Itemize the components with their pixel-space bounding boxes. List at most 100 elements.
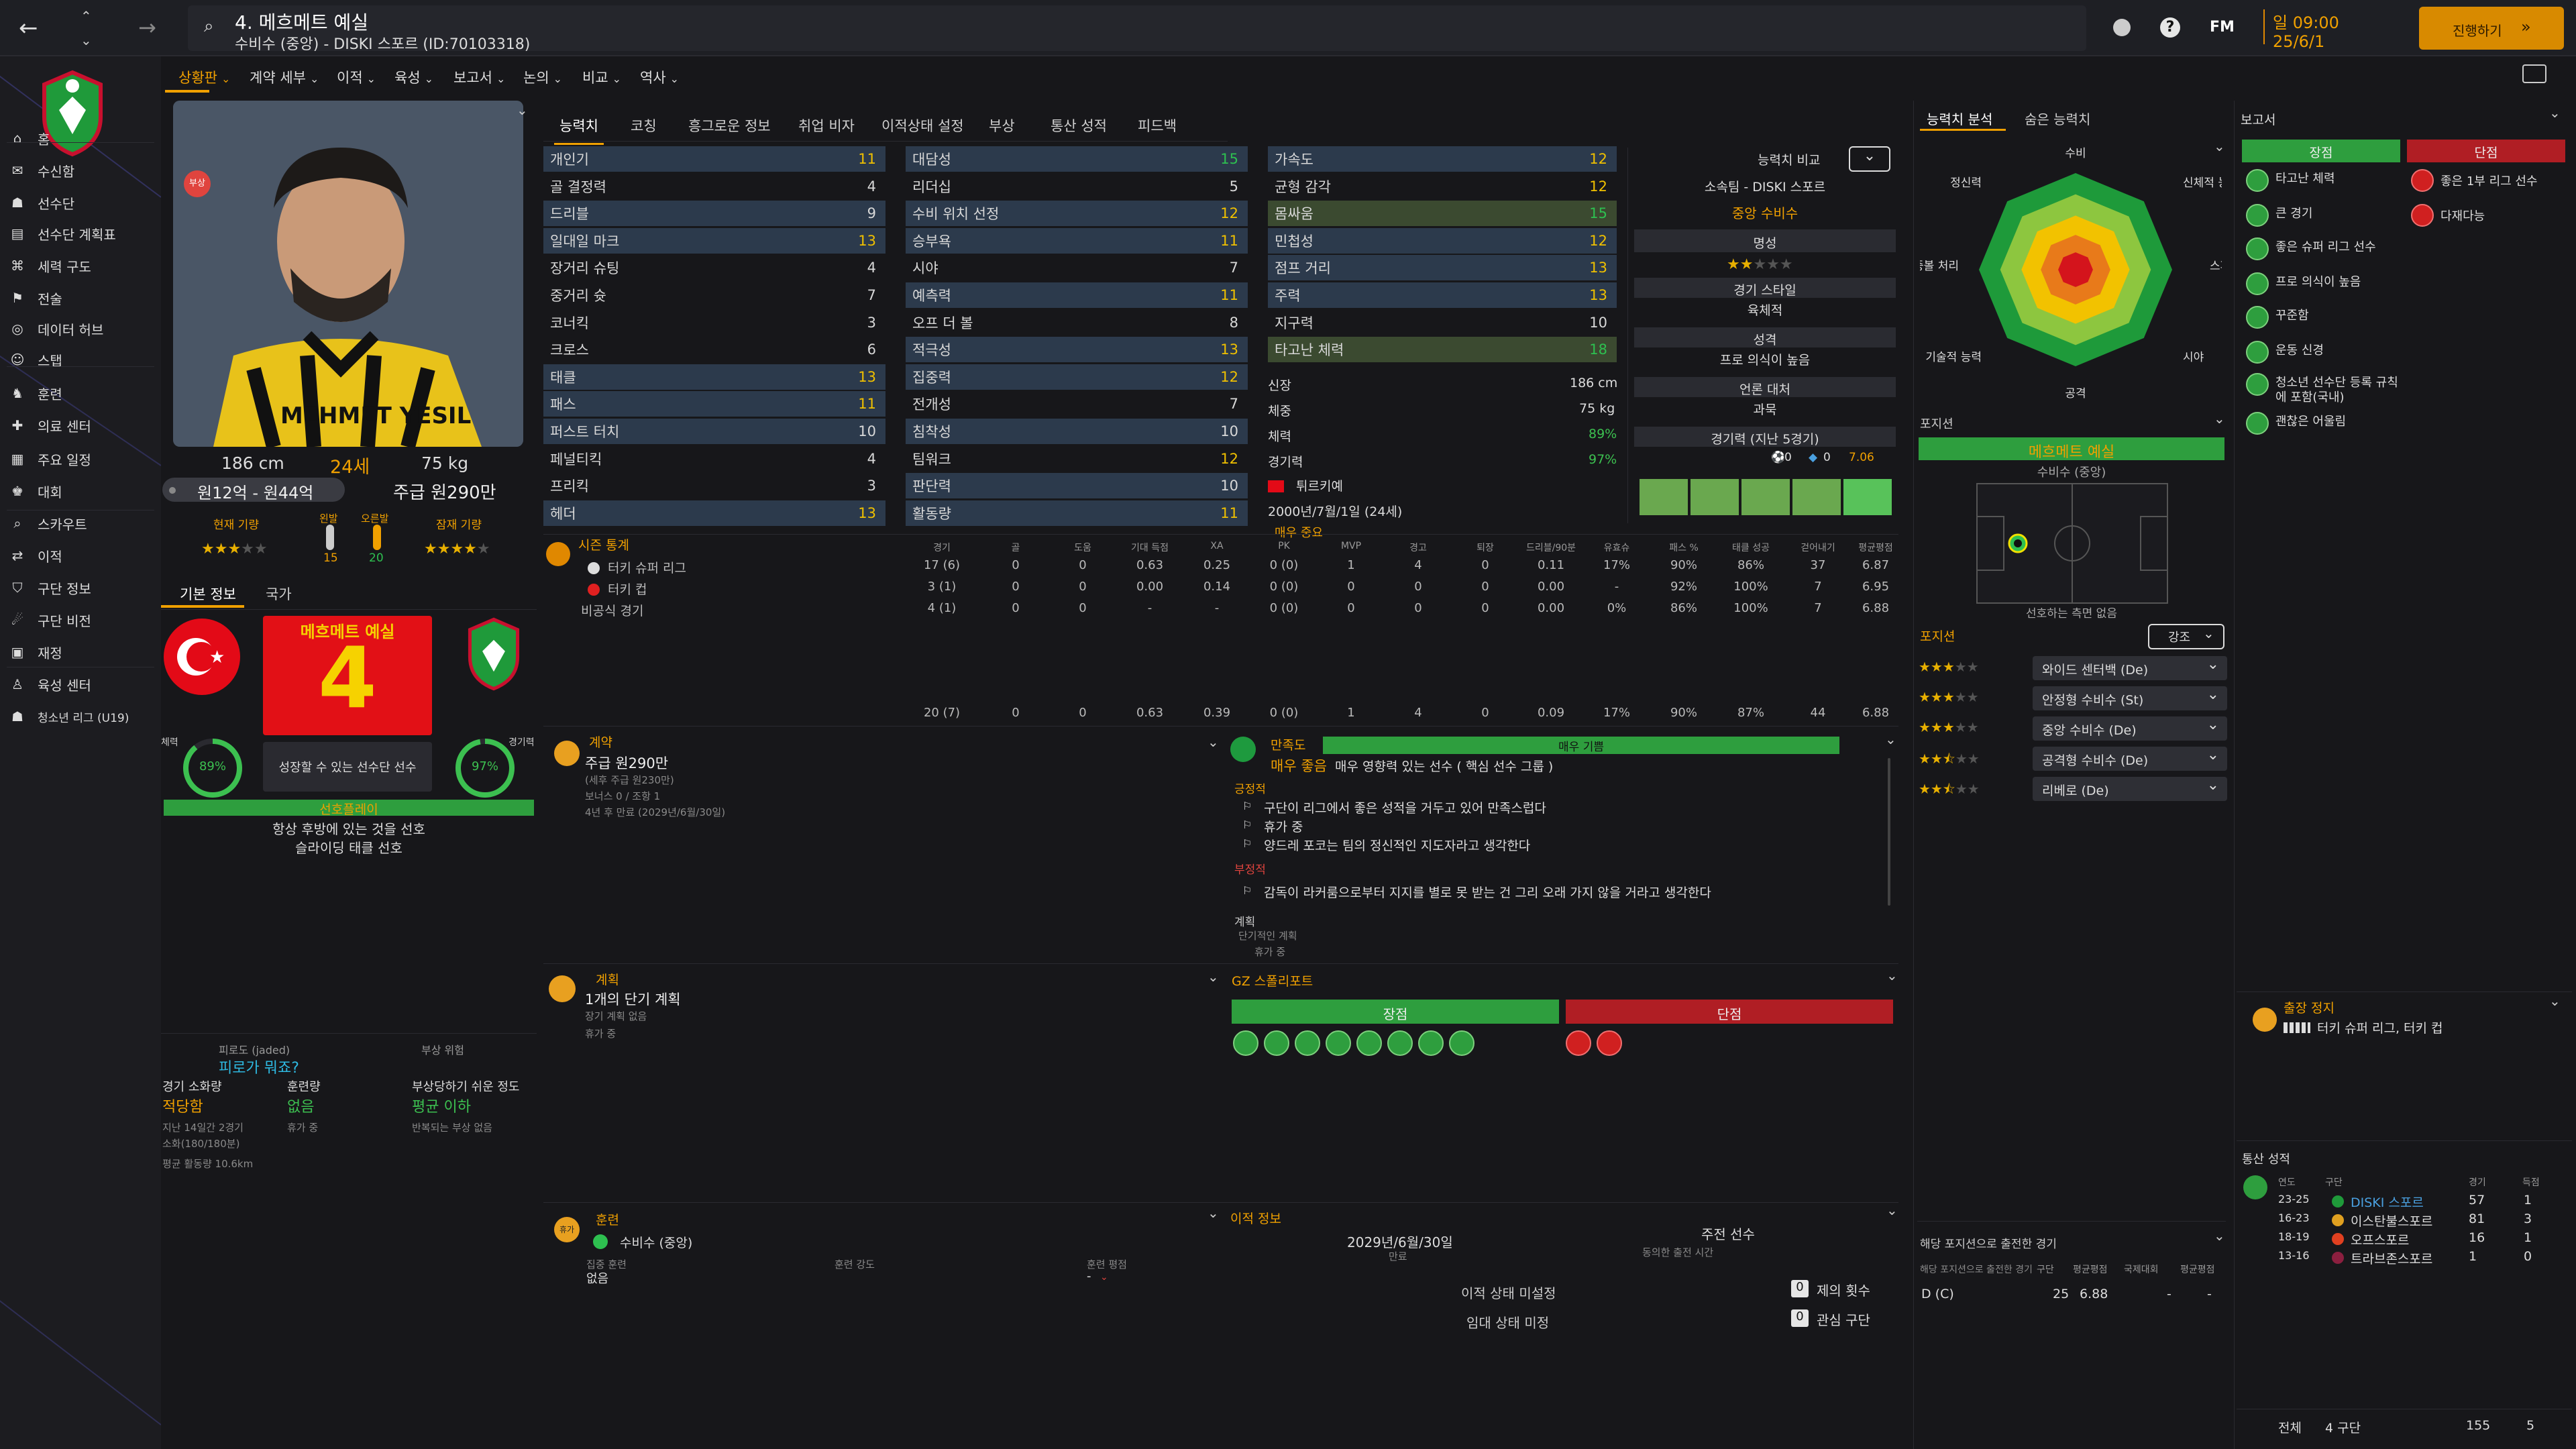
sidebar-item-16[interactable]: ☄ 구단 비전 — [9, 606, 157, 633]
globe-icon[interactable] — [2113, 19, 2131, 36]
position-role-row[interactable]: ★★★★★ 와이드 센터백 (De) — [1919, 655, 2227, 682]
menu-8[interactable]: 역사 ⌄ — [640, 67, 679, 87]
compare-dropdown[interactable]: ⌄ — [1849, 146, 1890, 172]
tab-nation[interactable]: 국가 — [266, 586, 292, 602]
layout-toggle-icon[interactable] — [2522, 64, 2546, 83]
menu-4[interactable]: 육성 ⌄ — [394, 67, 433, 87]
attribute-name: 전개성 — [912, 396, 951, 413]
sidebar-item-3[interactable]: ☗ 선수단 — [9, 189, 157, 216]
training-desc: 휴가 중 — [287, 1122, 319, 1134]
contract-label[interactable]: 계약 — [589, 735, 612, 750]
sidebar-item-icon: ☺ — [10, 352, 25, 368]
menu-2[interactable]: 계약 세부 ⌄ — [250, 67, 319, 87]
position-role-row[interactable]: ★★⯪★★ 공격형 수비수 (De) — [1919, 745, 2227, 772]
stat-cell: 0% — [1607, 601, 1627, 615]
menu-3[interactable]: 이적 ⌄ — [337, 67, 376, 87]
plans-label[interactable]: 계획 — [596, 973, 619, 987]
transfer-label[interactable]: 이적 정보 — [1230, 1212, 1281, 1226]
sidebar-item-15[interactable]: ⛉ 구단 정보 — [9, 574, 157, 601]
stat-cell: 0.00 — [1537, 580, 1565, 594]
tab-hidden-attributes[interactable]: 숨은 능력치 — [2025, 111, 2091, 127]
position-role-dropdown[interactable]: 중앙 수비수 (De) — [2033, 716, 2227, 741]
sidebar-item-5[interactable]: ⌘ 세력 구도 — [9, 252, 157, 279]
happiness-scrollbar[interactable] — [1888, 758, 1890, 906]
menu-7[interactable]: 비교 ⌄ — [582, 67, 621, 87]
position-collapse-icon[interactable]: ⌄ — [2214, 411, 2225, 427]
sidebar-item-18[interactable]: ♙ 육성 센터 — [9, 671, 157, 698]
gz-label[interactable]: GZ 스폴리포트 — [1232, 974, 1313, 989]
sidebar-item-9[interactable]: ♞ 훈련 — [9, 380, 157, 407]
search-bar[interactable]: ⌕ 4. 메흐메트 예실 수비수 (중앙) - DISKI 스포르 (ID:70… — [188, 5, 2086, 53]
position-role-dropdown[interactable]: 공격형 수비수 (De) — [2033, 747, 2227, 771]
transfer-collapse-icon[interactable]: ⌄ — [1886, 1202, 1898, 1218]
sidebar-item-6[interactable]: ⚑ 전술 — [9, 284, 157, 311]
forward-arrow-icon[interactable]: → — [138, 15, 156, 40]
tab-5[interactable]: 이적상태 설정 — [881, 118, 964, 134]
help-icon[interactable]: ? — [2160, 17, 2180, 38]
position-role-row[interactable]: ★★⯪★★ 리베로 (De) — [1919, 775, 2227, 802]
up-chevron-icon[interactable]: ⌃ — [80, 8, 92, 24]
stat-header: PK — [1278, 541, 1290, 551]
tab-8[interactable]: 피드백 — [1138, 118, 1177, 134]
sidebar-item-14[interactable]: ⇄ 이적 — [9, 542, 157, 569]
tab-attribute-analysis[interactable]: 능력치 분석 — [1927, 111, 1993, 127]
sidebar-item-7[interactable]: ◎ 데이터 허브 — [9, 315, 157, 342]
attribute-row: 몸싸움 15 — [1268, 201, 1617, 227]
analysis-collapse-icon[interactable]: ⌄ — [2214, 138, 2225, 154]
career-cell: 트라브존스포르 — [2351, 1252, 2433, 1267]
sidebar-item-1[interactable]: ⌂ 홈 — [9, 125, 157, 152]
tab-1[interactable]: 능력치 — [554, 115, 604, 145]
sidebar-item-4[interactable]: ▤ 선수단 계획표 — [9, 220, 157, 247]
tab-basic-info[interactable]: 기본 정보 — [180, 586, 236, 602]
training-label[interactable]: 훈련 — [596, 1213, 619, 1228]
photo-collapse-icon[interactable]: ⌄ — [517, 102, 528, 118]
gz-collapse-icon[interactable]: ⌄ — [1886, 967, 1898, 983]
games-collapse-icon[interactable]: ⌄ — [2214, 1228, 2225, 1244]
tab-3[interactable]: 흥그로운 정보 — [688, 118, 771, 134]
training-collapse-icon[interactable]: ⌄ — [1208, 1205, 1219, 1221]
career-cell: 3 — [2524, 1212, 2532, 1226]
reports-collapse-icon[interactable]: ⌄ — [2549, 105, 2561, 121]
attribute-value: 12 — [1220, 450, 1238, 467]
tab-7[interactable]: 통산 성적 — [1051, 118, 1107, 134]
tab-4[interactable]: 취업 비자 — [798, 118, 855, 134]
position-role-dropdown[interactable]: 안정형 수비수 (St) — [2033, 686, 2227, 710]
menu-6[interactable]: 논의 ⌄ — [523, 67, 562, 87]
position-role-row[interactable]: ★★★★★ 중앙 수비수 (De) — [1919, 715, 2227, 742]
sidebar-item-11[interactable]: ▦ 주요 일정 — [9, 445, 157, 472]
plans-collapse-icon[interactable]: ⌄ — [1208, 969, 1219, 985]
attribute-row: 판단력 10 — [906, 473, 1248, 499]
season-stats-label[interactable]: 시즌 통계 — [578, 538, 629, 553]
suspension-collapse-icon[interactable]: ⌄ — [2549, 993, 2561, 1009]
contract-collapse-icon[interactable]: ⌄ — [1208, 734, 1219, 750]
back-arrow-icon[interactable]: ← — [19, 15, 38, 42]
position-role-dropdown[interactable]: 리베로 (De) — [2033, 777, 2227, 801]
sidebar-item-8[interactable]: ☺ 스탭 — [9, 346, 157, 373]
sidebar-item-13[interactable]: ⌕ 스카우트 — [9, 510, 157, 537]
club-crest-icon[interactable] — [39, 70, 106, 157]
club-badge-icon[interactable] — [464, 617, 523, 691]
continue-button[interactable]: 진행하기 » — [2419, 7, 2564, 50]
sidebar-item-12[interactable]: ♚ 대회 — [9, 478, 157, 504]
menu-1[interactable]: 상황판 ⌄ — [178, 67, 230, 87]
position-role-dropdown[interactable]: 와이드 센터백 (De) — [2033, 656, 2227, 680]
down-chevron-icon[interactable]: ⌄ — [80, 32, 92, 48]
sidebar-item-10[interactable]: ✚ 의료 센터 — [9, 412, 157, 439]
suspension-label[interactable]: 출장 정지 — [2284, 1001, 2334, 1016]
club-icon — [2332, 1252, 2344, 1264]
tab-2[interactable]: 코칭 — [631, 118, 657, 134]
sidebar-item-2[interactable]: ✉ 수신함 — [9, 157, 157, 184]
happiness-collapse-icon[interactable]: ⌄ — [1885, 731, 1896, 747]
position-list-label[interactable]: 포지션 — [1920, 629, 1955, 644]
sidebar-item-17[interactable]: ▣ 재정 — [9, 639, 157, 665]
position-role-row[interactable]: ★★★★★ 안정형 수비수 (St) — [1919, 685, 2227, 712]
position-mode-dropdown[interactable]: 강조 ⌄ — [2148, 624, 2224, 649]
tab-6[interactable]: 부상 — [989, 118, 1015, 134]
sidebar-item-19[interactable]: ☗ 청소년 리그 (U19) — [9, 703, 157, 730]
transfer-expiry: 2029년/6월/30일 — [1347, 1234, 1453, 1250]
happiness-label[interactable]: 만족도 — [1271, 738, 1306, 753]
turkey-flag-icon[interactable]: ★ — [164, 619, 240, 695]
menu-5[interactable]: 보고서 ⌄ — [453, 67, 505, 87]
date-time: 일 09:00 — [2273, 13, 2339, 32]
fm-logo-icon[interactable]: FM — [2210, 19, 2235, 36]
